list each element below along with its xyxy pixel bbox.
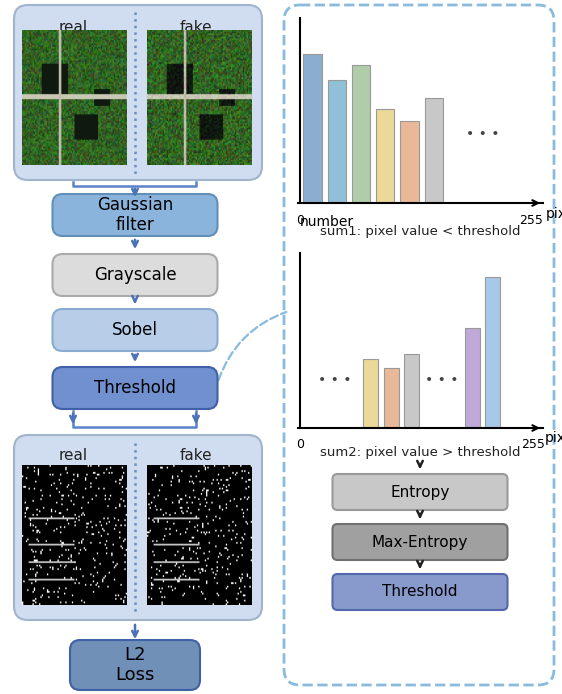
Text: fake: fake xyxy=(180,448,212,463)
Bar xyxy=(383,368,398,428)
Bar xyxy=(376,109,395,203)
FancyBboxPatch shape xyxy=(333,474,507,510)
Text: • • •: • • • xyxy=(318,373,351,387)
Text: real: real xyxy=(58,20,88,35)
Text: sum1: pixel value < threshold: sum1: pixel value < threshold xyxy=(320,225,520,238)
Text: fake: fake xyxy=(180,20,212,35)
Text: L2
Loss: L2 Loss xyxy=(115,645,155,684)
Text: • • •: • • • xyxy=(425,373,459,387)
FancyBboxPatch shape xyxy=(70,640,200,690)
Bar xyxy=(352,65,370,203)
Text: Threshold: Threshold xyxy=(382,584,458,600)
Bar xyxy=(303,54,321,203)
Text: Sobel: Sobel xyxy=(112,321,158,339)
FancyBboxPatch shape xyxy=(52,194,217,236)
Text: number: number xyxy=(300,215,354,229)
Text: • • •: • • • xyxy=(465,127,499,141)
Text: 0: 0 xyxy=(296,214,305,227)
Text: real: real xyxy=(58,448,88,463)
Bar xyxy=(363,359,378,428)
Bar xyxy=(425,98,443,203)
FancyBboxPatch shape xyxy=(52,254,217,296)
Text: sum2: pixel value > threshold: sum2: pixel value > threshold xyxy=(320,446,520,459)
Text: Entropy: Entropy xyxy=(391,484,450,500)
FancyBboxPatch shape xyxy=(52,367,217,409)
Bar xyxy=(328,80,346,203)
Text: Grayscale: Grayscale xyxy=(94,266,176,284)
FancyArrowPatch shape xyxy=(219,312,287,380)
FancyBboxPatch shape xyxy=(14,435,262,620)
Text: pixel: pixel xyxy=(546,207,562,221)
Bar xyxy=(485,277,500,428)
FancyBboxPatch shape xyxy=(14,5,262,180)
Text: Max-Entropy: Max-Entropy xyxy=(372,534,468,550)
Bar xyxy=(465,328,480,428)
Text: Threshold: Threshold xyxy=(94,379,176,397)
Text: Gaussian
filter: Gaussian filter xyxy=(97,196,173,235)
Text: 255: 255 xyxy=(521,439,545,451)
Bar xyxy=(401,121,419,203)
FancyBboxPatch shape xyxy=(333,524,507,560)
FancyBboxPatch shape xyxy=(284,5,554,685)
FancyBboxPatch shape xyxy=(52,309,217,351)
Bar xyxy=(404,354,419,428)
Text: 0: 0 xyxy=(296,439,304,451)
FancyBboxPatch shape xyxy=(333,574,507,610)
Text: pixel: pixel xyxy=(545,432,562,446)
Text: 255: 255 xyxy=(519,214,543,227)
